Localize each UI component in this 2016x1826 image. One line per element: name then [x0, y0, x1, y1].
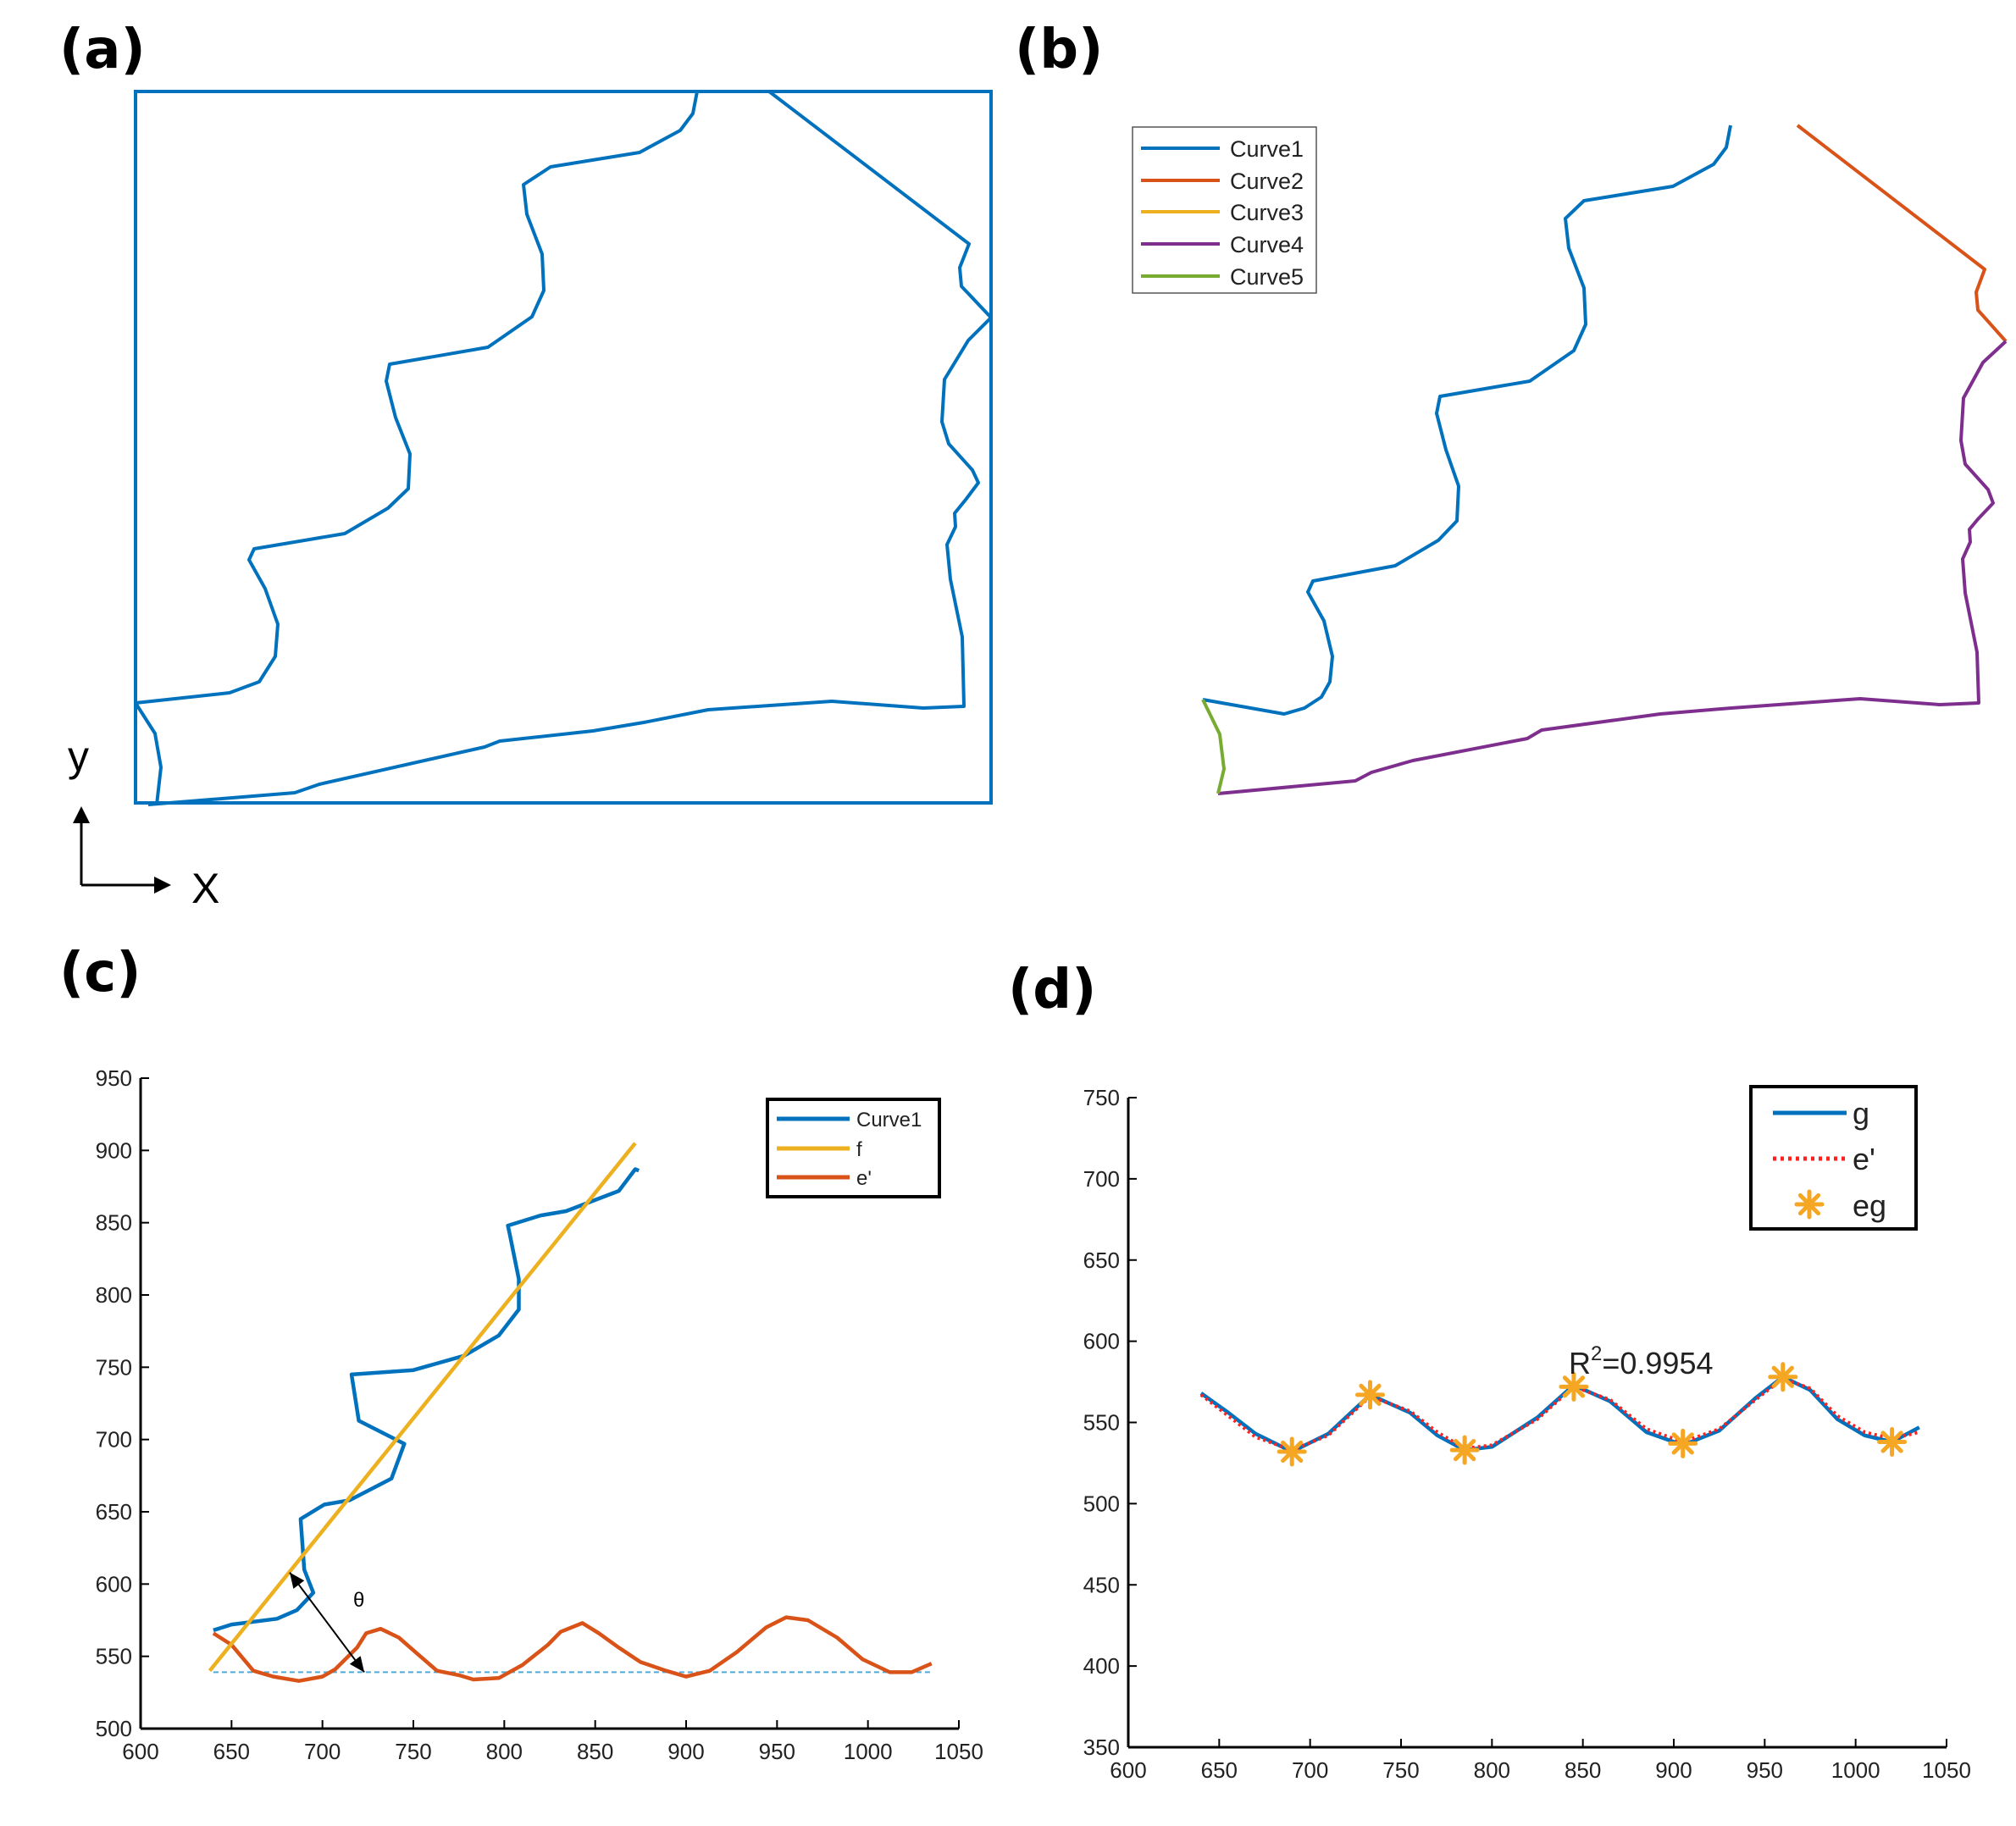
- chart-c-ytick-label: 900: [96, 1137, 132, 1163]
- chart-d-ytick-label: 400: [1083, 1653, 1120, 1679]
- chart-d-r2-base: R: [1569, 1346, 1591, 1381]
- chart-c-series-f: [208, 1142, 637, 1673]
- chart-d-xtick-label: 600: [1110, 1757, 1146, 1783]
- chart-c-xtick-label: 950: [759, 1739, 795, 1764]
- panel-a-label: (a): [59, 19, 146, 81]
- chart-d-xtick-label: 1050: [1922, 1757, 1971, 1783]
- chart-c-legend-label-f: f: [856, 1138, 862, 1161]
- chart-d-legend-swatch-eg: [1794, 1189, 1825, 1220]
- chart-d-legend-label-g: g: [1853, 1096, 1869, 1131]
- panel-b-legend: Curve1 Curve2 Curve3 Curve4 Curve5: [1132, 126, 1317, 294]
- panel-a-boundary-curve5: [134, 701, 163, 805]
- chart-d-xtick-label: 900: [1655, 1757, 1692, 1783]
- chart-d-eg-point: [1768, 1362, 1798, 1392]
- chart-d-eg-point: [1559, 1371, 1589, 1402]
- panel-a-boundary-curve1: [135, 91, 699, 705]
- chart-d-xtick-label: 750: [1382, 1757, 1419, 1783]
- legend-label-curve4: Curve4: [1230, 232, 1304, 257]
- chart-c-xtick-label: 900: [667, 1739, 704, 1764]
- chart-c-ytick-label: 850: [96, 1210, 132, 1236]
- chart-d-xtick-label: 700: [1292, 1757, 1328, 1783]
- chart-d-ytick-label: 600: [1083, 1329, 1120, 1354]
- chart-d-xtick-label: 1000: [1831, 1757, 1880, 1783]
- chart-c-ytick-label: 950: [96, 1065, 132, 1091]
- chart-c-legend-label-curve1: Curve1: [856, 1109, 922, 1132]
- chart-d-eg-point: [1449, 1435, 1480, 1465]
- panel-b-curve1: [1202, 125, 1732, 716]
- legend-label-curve3: Curve3: [1230, 200, 1304, 225]
- panel-a-frame: [134, 90, 993, 805]
- chart-c-xtick-label: 850: [577, 1739, 613, 1764]
- chart-d-eg-point: [1668, 1428, 1698, 1458]
- chart-d-ytick-label: 650: [1083, 1248, 1120, 1273]
- chart-c-ytick-label: 500: [96, 1716, 132, 1741]
- chart-d-eg-point: [1355, 1380, 1386, 1410]
- legend-label-curve5: Curve5: [1230, 264, 1304, 290]
- chart-c-legend-label-e: e': [856, 1167, 872, 1190]
- axis-x-label: X: [191, 865, 219, 912]
- chart-d-r2-sup: 2: [1591, 1342, 1602, 1365]
- chart-d-legend-box: [1749, 1085, 1918, 1231]
- chart-d-ytick-label: 700: [1083, 1166, 1120, 1192]
- chart-c-theta-label: θ: [353, 1589, 364, 1612]
- panel-a-boundary-curve2: [767, 90, 993, 319]
- chart-d-legend-label-eg: eg: [1853, 1188, 1886, 1223]
- chart-c-xtick-label: 700: [304, 1739, 341, 1764]
- panel-a-boundary-curve4: [147, 316, 993, 806]
- chart-d-ytick-label: 750: [1083, 1085, 1120, 1110]
- panel-b-label: (b): [1015, 19, 1103, 81]
- panel-b-curves: [1201, 124, 2008, 795]
- chart-d-r2-value: =0.9954: [1602, 1346, 1713, 1381]
- chart-c-ytick-label: 750: [96, 1354, 132, 1380]
- legend-label-curve2: Curve2: [1230, 169, 1304, 194]
- chart-d-eg-point: [1277, 1436, 1307, 1467]
- panel-b-curve5: [1201, 699, 1226, 794]
- chart-d-legend: g e' eg: [1749, 1085, 1918, 1231]
- panel-a-map: [134, 90, 993, 806]
- chart-c-ytick-label: 550: [96, 1644, 132, 1669]
- chart-d-legend-star-marker: [1794, 1189, 1825, 1220]
- chart-c-legend: Curve1 f e': [766, 1098, 941, 1198]
- panel-b-curve2: [1796, 124, 2008, 343]
- chart-d-xtick-label: 650: [1201, 1757, 1238, 1783]
- panel-d-label: (d): [1008, 959, 1096, 1021]
- chart-d-ytick-label: 450: [1083, 1572, 1120, 1597]
- chart-c-xtick-label: 750: [395, 1739, 431, 1764]
- chart-d: 600 650 700 750 800 850 900 950 1000 1050 350 400 45…: [1083, 1085, 1971, 1783]
- chart-c-xtick-label: 800: [486, 1739, 523, 1764]
- chart-c-series-curve1: [213, 1167, 640, 1633]
- chart-c-xtick-label: 600: [122, 1739, 158, 1764]
- legend-label-curve1: Curve1: [1230, 136, 1304, 162]
- chart-c-xtick-label: 1050: [934, 1739, 983, 1764]
- chart-d-xtick-label: 850: [1565, 1757, 1601, 1783]
- chart-d-ytick-label: 550: [1083, 1410, 1120, 1436]
- chart-d-ytick-label: 350: [1083, 1735, 1120, 1760]
- chart-c-ytick-label: 600: [96, 1571, 132, 1596]
- panel-c-label: (c): [59, 942, 141, 1004]
- chart-c-ytick-label: 800: [96, 1282, 132, 1308]
- chart-c-ytick-label: 700: [96, 1427, 132, 1452]
- chart-c-ytick-label: 650: [96, 1499, 132, 1524]
- axis-y-label: y: [68, 733, 89, 780]
- chart-c: 600 650 700 750 800 850 900 950 1000 1050 500 550 60…: [96, 1065, 983, 1764]
- chart-c-angle-arrow: [289, 1572, 365, 1674]
- chart-d-eg-point: [1877, 1427, 1908, 1458]
- chart-d-xtick-label: 950: [1747, 1757, 1783, 1783]
- chart-c-xtick-label: 650: [213, 1739, 250, 1764]
- chart-c-xtick-label: 1000: [844, 1739, 893, 1764]
- chart-d-ytick-label: 500: [1083, 1491, 1120, 1516]
- chart-d-r2-annotation: R2=0.9954: [1569, 1342, 1714, 1381]
- chart-d-legend-label-e: e': [1853, 1142, 1875, 1176]
- panel-b-curve4: [1217, 340, 2008, 795]
- chart-d-xtick-label: 800: [1474, 1757, 1510, 1783]
- axis-arrows: [73, 806, 171, 894]
- chart-c-series-e: [212, 1615, 933, 1683]
